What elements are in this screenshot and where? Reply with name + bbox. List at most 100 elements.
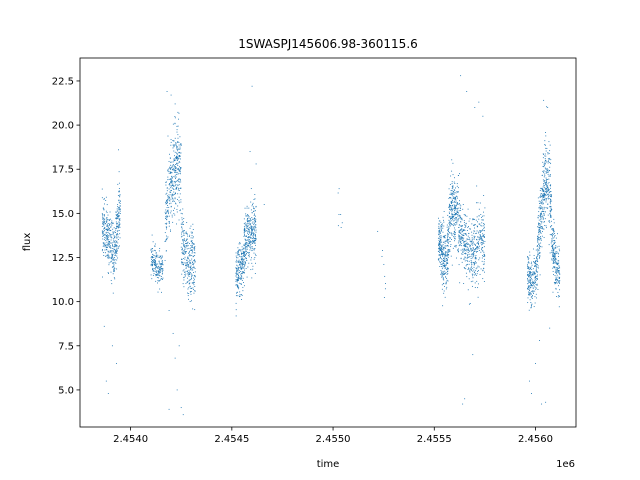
data-point xyxy=(478,208,480,210)
data-point xyxy=(462,240,463,242)
data-point xyxy=(105,380,107,382)
data-point xyxy=(166,192,168,194)
data-point xyxy=(441,254,443,255)
data-point xyxy=(544,179,546,181)
data-point xyxy=(532,294,533,296)
data-point xyxy=(168,310,170,311)
data-point xyxy=(534,282,536,284)
data-point xyxy=(532,291,534,293)
data-point xyxy=(440,226,442,228)
data-point xyxy=(236,257,237,259)
data-point xyxy=(438,224,440,226)
data-point xyxy=(115,251,117,252)
data-point xyxy=(462,252,464,254)
data-point xyxy=(439,266,441,267)
data-point xyxy=(448,249,450,251)
data-point xyxy=(449,197,451,198)
data-point xyxy=(185,231,187,233)
data-point xyxy=(449,241,451,243)
data-point xyxy=(179,193,181,195)
data-point xyxy=(542,218,544,220)
data-point xyxy=(455,200,457,202)
data-point xyxy=(535,265,537,267)
data-point xyxy=(458,234,460,236)
data-point xyxy=(537,252,539,254)
data-point xyxy=(473,263,475,265)
data-point xyxy=(544,198,546,200)
data-point xyxy=(558,295,560,297)
data-point xyxy=(250,219,252,221)
data-point xyxy=(119,203,121,204)
data-point xyxy=(254,233,256,235)
data-point xyxy=(116,225,118,227)
data-point xyxy=(554,267,555,269)
data-point xyxy=(188,279,190,281)
data-point xyxy=(166,222,168,224)
data-point xyxy=(239,294,241,295)
data-point xyxy=(243,235,245,237)
data-point xyxy=(175,164,177,165)
data-point xyxy=(176,129,178,131)
data-point xyxy=(170,230,171,232)
data-point xyxy=(542,203,544,205)
data-point xyxy=(543,197,545,198)
data-point xyxy=(242,249,244,251)
data-point xyxy=(529,280,531,282)
data-point xyxy=(237,257,239,259)
data-point xyxy=(546,147,548,149)
data-point xyxy=(151,264,153,266)
data-point xyxy=(460,232,462,234)
data-point xyxy=(189,271,190,273)
data-point xyxy=(543,217,544,219)
data-point xyxy=(170,229,171,231)
data-point xyxy=(484,223,485,225)
data-point xyxy=(119,208,121,210)
data-point xyxy=(247,239,249,241)
data-point xyxy=(539,230,541,232)
data-point xyxy=(117,183,119,185)
data-point xyxy=(530,306,532,308)
data-point xyxy=(236,291,238,293)
data-point xyxy=(174,185,176,187)
data-point xyxy=(174,144,176,146)
data-point xyxy=(111,259,113,261)
data-point xyxy=(553,252,555,254)
data-point xyxy=(116,227,118,229)
data-point xyxy=(169,157,171,159)
data-point xyxy=(168,198,170,200)
data-point xyxy=(454,207,456,209)
data-point xyxy=(539,227,541,229)
data-point xyxy=(533,255,535,256)
data-point xyxy=(471,231,473,233)
data-point xyxy=(468,268,470,270)
data-point xyxy=(168,211,170,213)
data-point xyxy=(103,221,105,223)
data-point xyxy=(442,255,444,257)
data-point xyxy=(110,226,112,228)
data-point xyxy=(540,232,541,234)
data-point xyxy=(534,273,536,275)
data-point xyxy=(465,249,466,251)
data-point xyxy=(109,224,111,226)
data-point xyxy=(110,250,112,252)
data-point xyxy=(441,229,443,231)
data-point xyxy=(191,275,193,277)
data-point xyxy=(155,257,157,259)
data-point xyxy=(536,276,538,277)
data-point xyxy=(462,253,464,255)
data-point xyxy=(527,278,529,279)
data-point xyxy=(109,247,111,248)
data-point xyxy=(549,198,551,200)
data-point xyxy=(535,276,536,278)
data-point xyxy=(157,271,159,273)
data-point xyxy=(454,207,456,209)
data-point xyxy=(555,273,557,275)
data-point xyxy=(547,162,549,164)
data-point xyxy=(111,253,113,255)
data-point xyxy=(152,270,154,272)
data-point xyxy=(444,285,445,287)
data-point xyxy=(183,241,185,243)
data-point xyxy=(180,167,182,169)
data-point xyxy=(180,212,182,214)
data-point xyxy=(469,238,471,240)
